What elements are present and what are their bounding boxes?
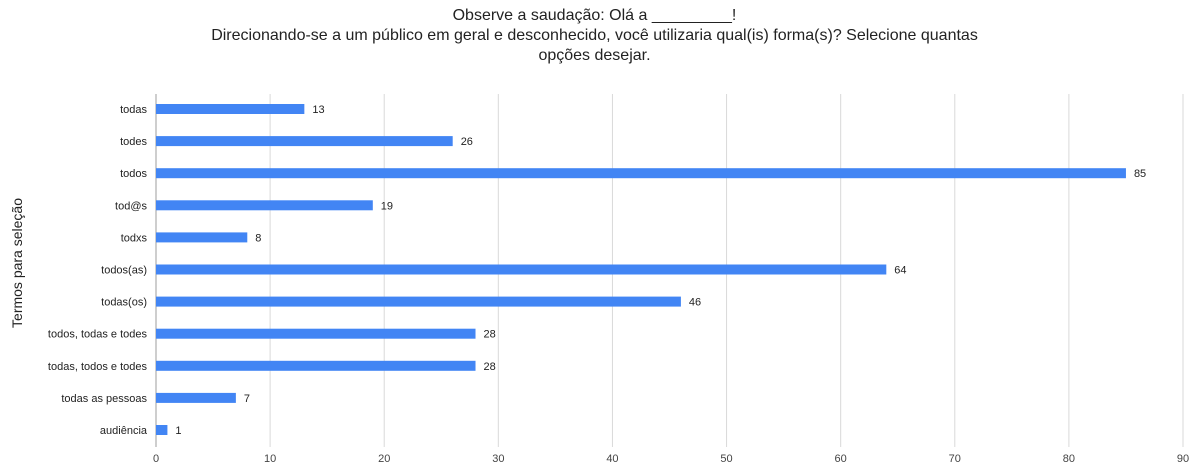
category-label: todas as pessoas: [61, 393, 147, 405]
data-label: 64: [894, 265, 906, 277]
bar: [156, 328, 476, 339]
x-tick-label: 60: [835, 453, 847, 465]
category-label: todas, todos e todes: [48, 361, 148, 373]
bar: [156, 104, 305, 114]
category-label: todos: [120, 168, 147, 180]
x-tick-label: 50: [720, 453, 732, 465]
data-label: 1: [175, 425, 181, 437]
category-label: todos, todas e todes: [48, 329, 148, 341]
x-tick-label: 80: [1063, 453, 1075, 465]
bar: [156, 232, 248, 243]
data-label: 19: [381, 200, 393, 212]
bar: [156, 136, 453, 147]
category-label: tod@s: [115, 200, 147, 212]
bar: [156, 168, 1126, 179]
bar: [156, 264, 887, 275]
category-label: todas(os): [101, 297, 147, 309]
data-label: 26: [461, 136, 473, 148]
bar: [156, 360, 476, 371]
bars: [156, 104, 1126, 435]
x-tick-label: 0: [153, 453, 159, 465]
bar: [156, 296, 681, 307]
bar: [156, 425, 168, 435]
data-label: 85: [1134, 168, 1146, 180]
chart-title-line-3: opções desejar.: [538, 47, 651, 64]
data-label: 8: [255, 232, 261, 244]
category-label: audiência: [100, 425, 148, 437]
x-tick-label: 40: [606, 453, 618, 465]
bar: [156, 392, 236, 403]
data-label: 28: [484, 361, 496, 373]
chart-title-line-2: Direcionando-se a um público em geral e …: [211, 27, 978, 44]
category-label: todes: [120, 136, 147, 148]
x-tick-label: 10: [264, 453, 276, 465]
y-axis-label: Termos para seleção: [9, 198, 25, 328]
x-tick-label: 20: [378, 453, 390, 465]
data-label: 28: [484, 329, 496, 341]
chart-title: Observe a saudação: Olá a _________! Dir…: [0, 6, 1189, 66]
x-tick-label: 70: [949, 453, 961, 465]
x-tick-label: 30: [492, 453, 504, 465]
category-labels: todas todes todos tod@s todxs todos(as) todas(…: [48, 104, 148, 437]
category-label: todxs: [121, 232, 148, 244]
x-tick-labels: 0 10 20 30 40 50 60 70 80 90: [153, 453, 1189, 465]
category-label: todas: [120, 104, 147, 116]
chart-title-line-1: Observe a saudação: Olá a _________!: [452, 7, 737, 24]
category-label: todos(as): [101, 265, 147, 277]
bar: [156, 200, 373, 211]
data-label: 13: [312, 104, 324, 116]
data-labels: 13 26 85 19 8 64 46 28 28 7 1: [175, 104, 1146, 437]
data-label: 7: [244, 393, 250, 405]
data-label: 46: [689, 297, 701, 309]
x-tick-label: 90: [1177, 453, 1189, 465]
